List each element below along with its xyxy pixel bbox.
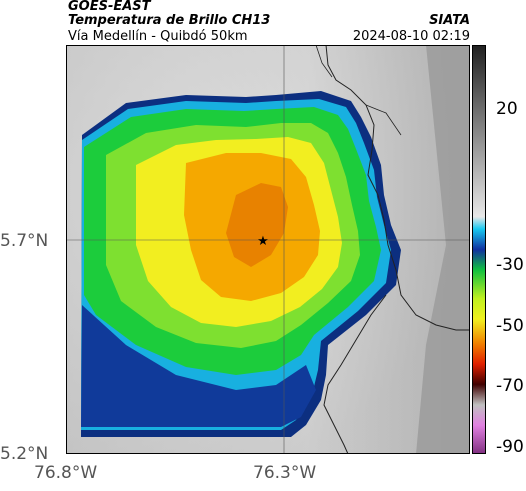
internal-border xyxy=(315,45,402,136)
coast-line xyxy=(323,294,387,454)
colorbar-fill xyxy=(472,45,486,454)
colorbar-frame xyxy=(472,45,486,454)
border-line xyxy=(325,45,470,331)
satellite-title: GOES-EAST xyxy=(68,0,151,14)
colorbar-label-m50: -50 xyxy=(496,316,524,336)
x-tick-76-3: 76.3°W xyxy=(253,463,317,483)
datetime-label: 2024-08-10 02:19 xyxy=(352,29,470,44)
colorbar-label-20: 20 xyxy=(496,99,518,119)
colorbar-label-m30: -30 xyxy=(496,255,524,275)
map-frame xyxy=(66,45,470,454)
brightness-temperature-map: ★ xyxy=(66,45,470,454)
colorbar-label-m90: -90 xyxy=(496,437,524,457)
y-tick-5-7: 5.7°N xyxy=(0,231,49,251)
dark-gray-region xyxy=(416,45,470,454)
x-tick-76-8: 76.8°W xyxy=(34,463,98,483)
y-tick-5-2: 5.2°N xyxy=(0,444,49,464)
colorbar-label-m70: -70 xyxy=(496,376,524,396)
route-subtitle: Vía Medellín - Quibdó 50km xyxy=(68,29,248,44)
colorbar xyxy=(472,45,486,454)
cloud-dark-blue-band xyxy=(81,305,316,427)
star-icon: ★ xyxy=(257,234,269,249)
product-title: Temperatura de Brillo CH13 xyxy=(68,13,271,28)
agency-label: SIATA xyxy=(429,13,470,28)
cloud-dark-orange xyxy=(226,183,288,267)
